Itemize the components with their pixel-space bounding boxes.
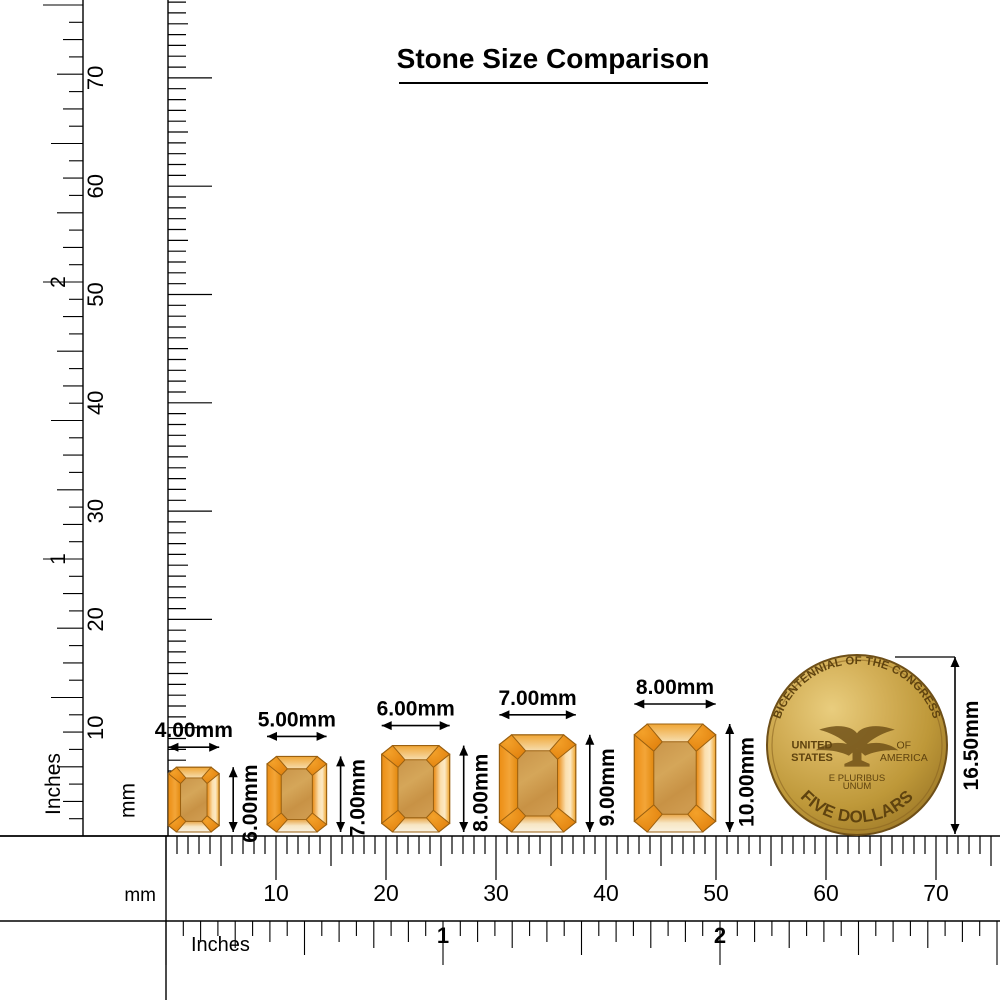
svg-text:40: 40	[593, 880, 619, 906]
svg-text:10: 10	[263, 880, 289, 906]
svg-text:4.00mm: 4.00mm	[155, 719, 233, 742]
svg-text:50: 50	[703, 880, 729, 906]
svg-text:8.00mm: 8.00mm	[470, 754, 493, 832]
svg-text:AMERICA: AMERICA	[880, 752, 928, 764]
svg-text:7.00mm: 7.00mm	[498, 687, 576, 710]
svg-text:6.00mm: 6.00mm	[377, 698, 455, 721]
svg-text:30: 30	[483, 880, 509, 906]
svg-text:5.00mm: 5.00mm	[258, 708, 336, 731]
svg-text:7.00mm: 7.00mm	[347, 759, 370, 837]
svg-text:8.00mm: 8.00mm	[636, 676, 714, 699]
svg-text:20: 20	[83, 607, 108, 631]
svg-text:1: 1	[47, 553, 70, 565]
svg-text:Inches: Inches	[191, 934, 250, 956]
svg-text:16.50mm: 16.50mm	[960, 701, 983, 791]
svg-text:70: 70	[83, 66, 108, 90]
svg-text:60: 60	[813, 880, 839, 906]
svg-text:UNUM: UNUM	[843, 781, 872, 792]
svg-text:2: 2	[47, 276, 70, 288]
svg-text:1: 1	[437, 923, 449, 948]
svg-text:Stone Size Comparison: Stone Size Comparison	[397, 43, 710, 74]
svg-text:10.00mm: 10.00mm	[736, 737, 759, 827]
svg-text:60: 60	[83, 174, 108, 198]
svg-text:mm: mm	[117, 783, 140, 818]
svg-text:OF: OF	[897, 740, 912, 752]
svg-text:mm: mm	[124, 885, 156, 906]
svg-text:10: 10	[83, 715, 108, 739]
svg-text:2: 2	[714, 923, 726, 948]
svg-text:30: 30	[83, 499, 108, 523]
svg-text:Inches: Inches	[42, 753, 65, 815]
svg-text:6.00mm: 6.00mm	[239, 764, 262, 842]
svg-text:40: 40	[83, 391, 108, 415]
svg-text:STATES: STATES	[791, 752, 833, 764]
svg-text:70: 70	[923, 880, 949, 906]
svg-text:20: 20	[373, 880, 399, 906]
svg-text:9.00mm: 9.00mm	[596, 748, 619, 826]
svg-text:UNITED: UNITED	[792, 740, 833, 752]
svg-text:50: 50	[83, 282, 108, 306]
